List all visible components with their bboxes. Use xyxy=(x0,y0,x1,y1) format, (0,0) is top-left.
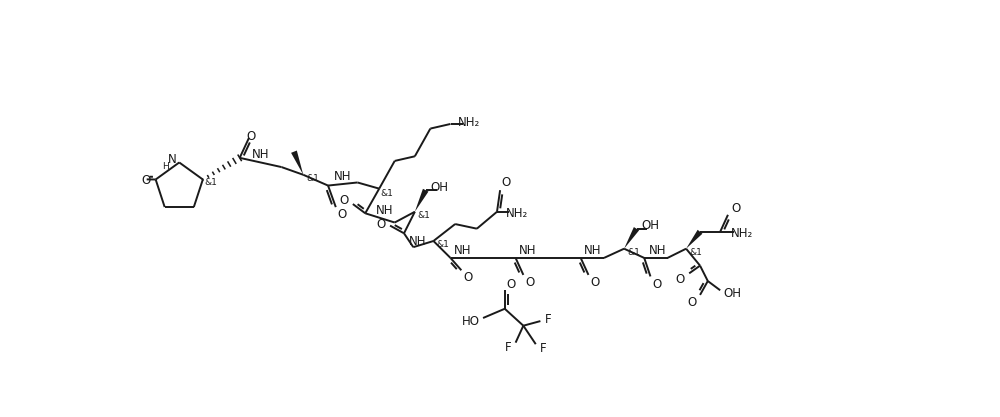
Text: NH: NH xyxy=(584,244,601,257)
Polygon shape xyxy=(686,230,702,249)
Text: O: O xyxy=(339,194,348,208)
Text: &1: &1 xyxy=(381,189,393,198)
Text: NH: NH xyxy=(376,203,393,217)
Polygon shape xyxy=(415,189,428,212)
Text: NH: NH xyxy=(409,235,427,248)
Text: O: O xyxy=(502,176,511,189)
Text: F: F xyxy=(505,341,511,354)
Text: &1: &1 xyxy=(627,248,640,257)
Text: O: O xyxy=(652,278,661,291)
Polygon shape xyxy=(291,151,303,175)
Text: O: O xyxy=(590,276,599,289)
Text: F: F xyxy=(545,313,551,326)
Text: &1: &1 xyxy=(689,248,702,257)
Text: NH₂: NH₂ xyxy=(458,116,480,129)
Text: &1: &1 xyxy=(306,174,319,183)
Text: HO: HO xyxy=(462,314,480,328)
Text: NH: NH xyxy=(252,148,269,161)
Text: OH: OH xyxy=(431,181,449,193)
Text: &1: &1 xyxy=(418,211,431,220)
Text: O: O xyxy=(141,174,151,187)
Text: NH₂: NH₂ xyxy=(731,227,753,240)
Text: O: O xyxy=(675,273,685,286)
Text: O: O xyxy=(688,296,697,309)
Text: NH: NH xyxy=(649,244,666,257)
Polygon shape xyxy=(624,227,639,249)
Text: &1: &1 xyxy=(436,240,449,249)
Text: N: N xyxy=(168,153,177,166)
Text: NH₂: NH₂ xyxy=(506,207,528,220)
Text: NH: NH xyxy=(454,244,472,257)
Text: O: O xyxy=(247,130,256,143)
Text: O: O xyxy=(337,208,347,221)
Text: F: F xyxy=(540,342,547,355)
Text: O: O xyxy=(731,202,740,215)
Text: NH: NH xyxy=(519,244,537,257)
Text: O: O xyxy=(525,276,534,289)
Text: H: H xyxy=(162,162,169,171)
Text: OH: OH xyxy=(724,287,742,300)
Text: OH: OH xyxy=(641,219,659,232)
Text: &1: &1 xyxy=(204,178,217,187)
Text: O: O xyxy=(506,278,516,291)
Text: O: O xyxy=(463,271,472,284)
Text: NH: NH xyxy=(334,170,352,183)
Text: O: O xyxy=(376,218,385,231)
